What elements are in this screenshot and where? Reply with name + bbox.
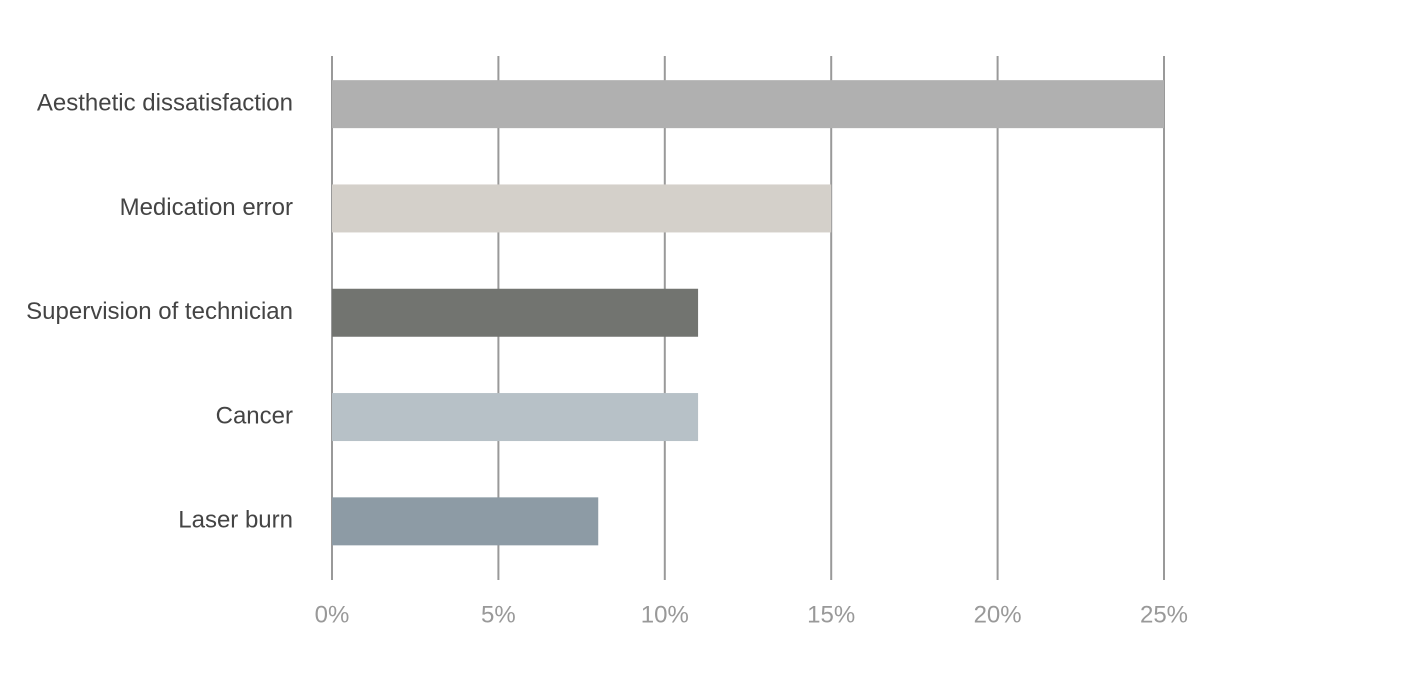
y-tick-label: Aesthetic dissatisfaction (37, 89, 293, 116)
x-tick-label: 15% (807, 601, 855, 628)
bar (332, 80, 1164, 129)
x-tick-label: 25% (1140, 601, 1188, 628)
x-tick-label: 10% (641, 601, 689, 628)
bar (332, 497, 599, 546)
y-tick-label: Medication error (120, 194, 293, 221)
bar (332, 288, 699, 337)
y-tick-label: Laser burn (178, 507, 293, 534)
bar (332, 393, 699, 442)
x-tick-label: 0% (315, 601, 350, 628)
y-tick-label: Supervision of technician (26, 298, 293, 325)
x-tick-label: 20% (974, 601, 1022, 628)
x-tick-label: 5% (481, 601, 516, 628)
y-tick-label: Cancer (216, 402, 293, 429)
bar (332, 184, 832, 233)
